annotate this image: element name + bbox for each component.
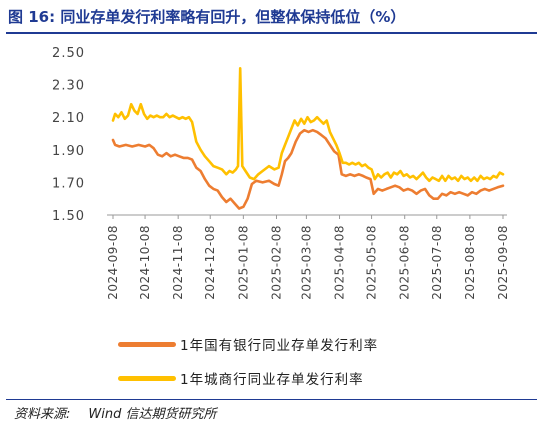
x-tick-label: 2025-02-08: [269, 225, 283, 300]
x-tick-label: 2024-09-08: [106, 225, 120, 300]
legend-swatch-state-owned: [118, 341, 176, 347]
source-divider: [6, 399, 537, 400]
x-tick-label: 2025-08-08: [463, 225, 477, 300]
source-name: Wind 信达期货研究所: [88, 407, 217, 422]
line-chart: 2.50 2.30 2.10 1.90 1.70 1.50 2024-09-08 2024-1…: [52, 46, 510, 300]
series-line-city-commercial: [111, 67, 505, 183]
y-tick-label: 2.50: [52, 46, 85, 61]
source-prefix: 资料来源:: [14, 407, 71, 422]
x-tick-label: 2025-06-08: [398, 225, 412, 300]
x-tick-label: 2024-10-08: [138, 225, 152, 300]
x-tick-label: 2025-01-08: [236, 225, 250, 300]
legend-label-city-commercial: 1年城商行同业存单发行利率: [180, 372, 364, 388]
x-tick-label: 2025-04-08: [333, 225, 347, 300]
x-tick-label: 2025-07-08: [430, 225, 444, 300]
y-tick-label: 2.10: [52, 111, 85, 126]
source-note: 资料来源: Wind 信达期货研究所: [14, 403, 216, 422]
x-tick-label: 2024-11-08: [171, 225, 185, 300]
x-tick-label: 2025-03-08: [299, 225, 313, 300]
legend-swatch-city-commercial: [118, 375, 176, 381]
legend-item-state-owned: 1年国有银行同业存单发行利率: [118, 330, 448, 358]
x-tick-label: 2025-05-08: [365, 225, 379, 300]
y-tick-label: 1.50: [52, 209, 85, 224]
series-line-state-owned: [111, 128, 505, 210]
chart-title: 图 16: 同业存单发行利率略有回升，但整体保持低位（%）: [8, 8, 406, 26]
legend-item-city-commercial: 1年城商行同业存单发行利率: [118, 364, 448, 392]
legend-label-state-owned: 1年国有银行同业存单发行利率: [180, 338, 379, 354]
y-tick-label: 1.90: [52, 144, 85, 159]
x-tick-label: 2025-09-08: [496, 225, 510, 300]
y-tick-label: 1.70: [52, 176, 85, 191]
x-tick-label: 2024-12-08: [203, 225, 217, 300]
y-tick-label: 2.30: [52, 79, 85, 94]
title-divider: [6, 32, 537, 34]
